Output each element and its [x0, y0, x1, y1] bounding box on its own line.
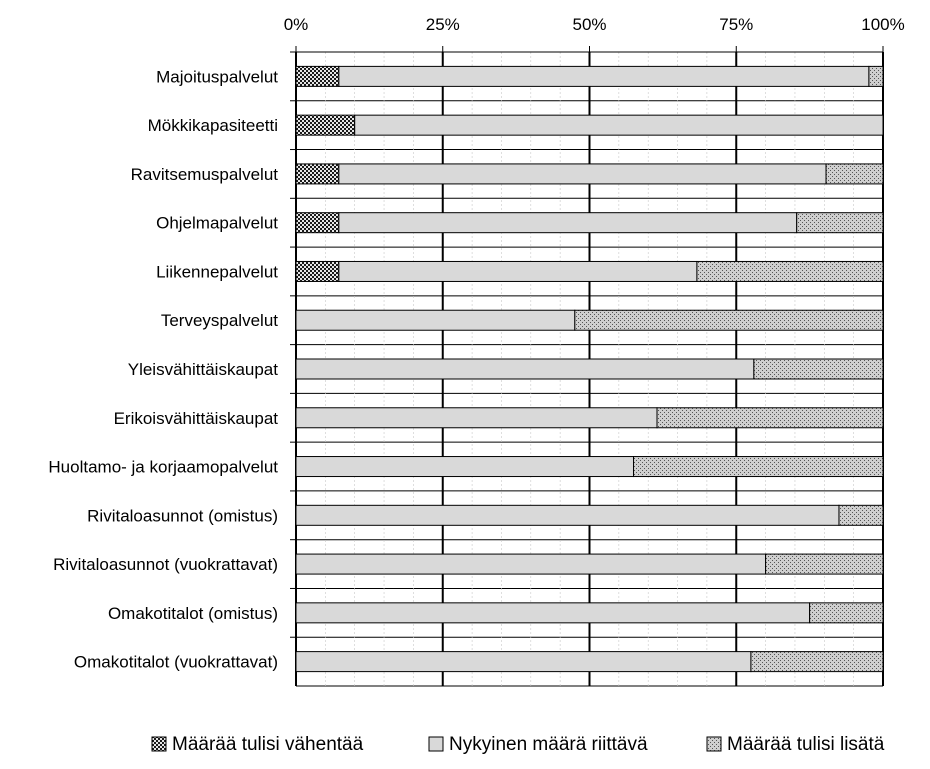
- bar-segment: [295, 260, 340, 282]
- bar-segment: [633, 456, 884, 478]
- category-label: Yleisvähittäiskaupat: [128, 360, 279, 379]
- bar-segment: [809, 602, 884, 624]
- bar-segment: [338, 260, 698, 282]
- bar-segment: [295, 309, 576, 331]
- bar-segment: [295, 504, 840, 526]
- bar-segment: [295, 651, 752, 673]
- x-tick-label: 100%: [861, 15, 904, 34]
- bar-segment: [765, 553, 884, 575]
- bar-segment: [295, 553, 767, 575]
- category-label: Majoituspalvelut: [156, 67, 278, 86]
- bar-segment: [338, 65, 870, 87]
- legend-label: Määrää tulisi vähentää: [172, 734, 364, 755]
- x-tick-label: 0%: [284, 15, 309, 34]
- category-label: Erikoisvähittäiskaupat: [114, 409, 279, 428]
- legend-swatch: [151, 736, 167, 752]
- bar-segment: [796, 212, 884, 234]
- bar-segment: [295, 114, 356, 136]
- category-label: Ravitsemuspalvelut: [131, 165, 279, 184]
- category-label: Rivitaloasunnot (omistus): [87, 506, 278, 525]
- category-label: Huoltamo- ja korjaamopalvelut: [48, 458, 278, 477]
- bar-segment: [574, 309, 884, 331]
- bar-segment: [295, 456, 635, 478]
- bar-segment: [838, 504, 884, 526]
- category-label: Omakotitalot (vuokrattavat): [74, 653, 278, 672]
- category-label: Mökkikapasiteetti: [148, 116, 278, 135]
- category-label: Omakotitalot (omistus): [108, 604, 278, 623]
- x-tick-label: 25%: [426, 15, 460, 34]
- bar-segment: [295, 358, 755, 380]
- legend-label: Määrää tulisi lisätä: [727, 734, 885, 755]
- x-tick-label: 50%: [572, 15, 606, 34]
- bar-segment: [753, 358, 884, 380]
- axes: 0% 25% 50% 75% 100% Majoituspalvelut Mökkikapa…: [48, 15, 905, 686]
- bar-segment: [338, 212, 798, 234]
- bar-segment: [295, 212, 340, 234]
- x-tick-label: 75%: [719, 15, 753, 34]
- legend: Määrää tulisi vähentää Nykyinen määrä rii…: [151, 734, 885, 755]
- category-label: Rivitaloasunnot (vuokrattavat): [53, 555, 278, 574]
- bar-segment: [295, 65, 340, 87]
- bar-segment: [295, 163, 340, 185]
- legend-swatch: [428, 736, 444, 752]
- bar-segment: [295, 407, 658, 429]
- bar-segment: [696, 260, 884, 282]
- bar-segment: [338, 163, 827, 185]
- category-label: Liikennepalvelut: [156, 262, 278, 281]
- bar-segment: [750, 651, 884, 673]
- bar-segment: [825, 163, 884, 185]
- bar-segment: [868, 65, 884, 87]
- bar-segment: [656, 407, 884, 429]
- legend-label: Nykyinen määrä riittävä: [449, 734, 648, 755]
- bar-segment: [354, 114, 884, 136]
- category-label: Terveyspalvelut: [161, 311, 278, 330]
- legend-swatch: [706, 736, 722, 752]
- category-label: Ohjelmapalvelut: [156, 214, 278, 233]
- bar-segment: [295, 602, 811, 624]
- bars: [295, 65, 884, 673]
